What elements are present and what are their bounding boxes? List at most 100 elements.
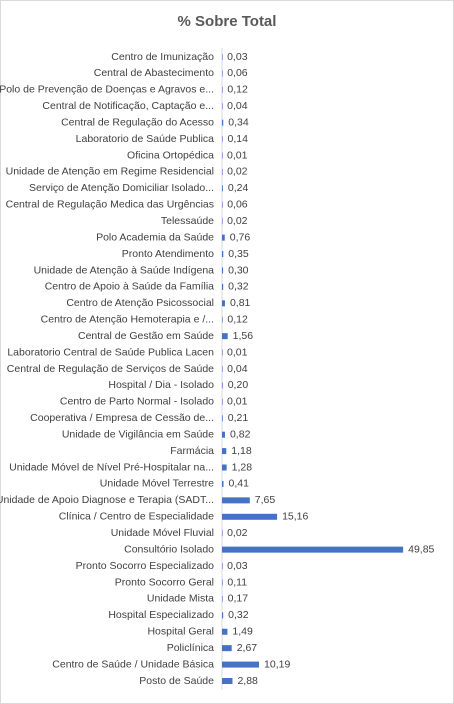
- y-tick-label: Pronto Atendimento: [122, 248, 214, 260]
- y-tick-label: Central de Regulação de Serviços de Saúd…: [7, 363, 214, 375]
- bar: [222, 448, 227, 455]
- bar: [222, 119, 224, 126]
- value-label: 0,21: [228, 412, 249, 424]
- bar: [222, 415, 223, 422]
- value-label: 10,19: [264, 658, 290, 670]
- value-label: 0,11: [227, 576, 247, 588]
- bar: [222, 283, 224, 290]
- bar: [222, 54, 223, 60]
- bar: [222, 612, 224, 619]
- bar: [222, 349, 223, 356]
- y-tick-label: Hospital Geral: [147, 626, 214, 638]
- bar: [222, 661, 260, 668]
- y-tick-label: Serviço de Atenção Domiciliar Isolado...: [29, 182, 214, 194]
- y-tick-label: Unidade de Atenção em Regime Residencial: [6, 166, 214, 178]
- bar: [222, 168, 223, 175]
- y-tick-label: Centro de Atenção Hemoterapia e /...: [41, 314, 214, 326]
- bar: [222, 398, 223, 405]
- y-tick-label: Central de Notificação, Captação e...: [42, 100, 214, 112]
- value-label: 0,76: [230, 231, 251, 243]
- y-tick-label: Pronto Socorro Geral: [115, 576, 214, 588]
- bar: [222, 86, 223, 93]
- bar: [222, 300, 225, 307]
- y-tick-label: Centro de Apoio à Saúde da Família: [45, 281, 214, 293]
- value-label: 0,14: [228, 133, 249, 145]
- value-label: 2,88: [237, 675, 258, 687]
- value-label: 0,04: [227, 100, 248, 112]
- bar: [222, 678, 233, 684]
- bar: [222, 645, 232, 652]
- y-tick-label: Consultório Isolado: [124, 543, 214, 555]
- value-label: 0,12: [227, 314, 248, 326]
- value-label: 0,04: [227, 363, 248, 375]
- y-tick-label: Central de Abastecimento: [94, 67, 214, 79]
- bar: [222, 152, 223, 159]
- y-tick-label: Clínica / Centro de Especialidade: [59, 511, 214, 523]
- y-tick-label: Unidade Móvel Fluvial: [111, 527, 214, 539]
- y-tick-label: Telessaúde: [161, 215, 214, 227]
- value-label: 0,17: [228, 593, 249, 605]
- value-label: 0,20: [228, 379, 249, 391]
- y-tick-label: Unidade Móvel de Nível Pré-Hospitalar na…: [9, 461, 214, 473]
- value-label: 7,65: [255, 494, 276, 506]
- value-label: 0,35: [228, 248, 249, 260]
- value-label: 0,02: [227, 215, 248, 227]
- value-label: 1,49: [232, 626, 253, 638]
- value-label: 1,18: [231, 445, 252, 457]
- value-label: 0,30: [228, 264, 249, 276]
- value-label: 0,06: [227, 67, 248, 79]
- y-tick-label: Unidade de Apoio Diagnose e Terapia (SAD…: [0, 494, 214, 506]
- y-tick-label: Laboratorio de Saúde Publica: [76, 133, 215, 145]
- y-tick-label: Polo de Prevenção de Doenças e Agravos e…: [0, 84, 214, 96]
- bar: [222, 218, 223, 225]
- value-label: 0,06: [227, 199, 248, 211]
- y-tick-label: Centro de Parto Normal - Isolado: [60, 396, 214, 408]
- y-tick-label: Centro de Saúde / Unidade Básica: [52, 658, 214, 670]
- y-tick-label: Unidade Mista: [147, 593, 214, 605]
- y-tick-label: Central de Regulação Medica das Urgência…: [6, 199, 214, 211]
- value-label: 0,34: [228, 116, 249, 128]
- bar: [222, 366, 223, 372]
- y-tick-label: Policlínica: [167, 642, 214, 654]
- value-label: 0,01: [227, 149, 248, 161]
- value-label: 2,67: [237, 642, 258, 654]
- value-label: 1,56: [233, 330, 254, 342]
- bar: [222, 70, 223, 77]
- y-tick-label: Laboratorio Central de Saúde Publica Lac…: [7, 346, 214, 358]
- bar: [222, 333, 228, 340]
- value-label: 0,32: [228, 281, 249, 293]
- bar: [222, 513, 278, 520]
- y-tick-label: Unidade de Atenção à Saúde Indígena: [34, 264, 215, 276]
- y-tick-label: Oficina Ortopédica: [127, 149, 214, 161]
- value-label: 0,03: [227, 560, 248, 572]
- bar: [222, 251, 224, 258]
- bar: [222, 185, 223, 192]
- value-label: 0,12: [227, 84, 248, 96]
- bar: [222, 595, 223, 602]
- bar: [222, 563, 223, 570]
- value-label: 0,02: [227, 527, 248, 539]
- y-tick-label: Hospital Especializado: [108, 609, 214, 621]
- bar: [222, 628, 228, 635]
- bar: [222, 546, 404, 553]
- y-tick-label: Unidade Móvel Terrestre: [100, 478, 214, 490]
- value-label: 1,28: [232, 461, 253, 473]
- value-label: 0,32: [228, 609, 249, 621]
- bar: [222, 201, 223, 208]
- value-label: 0,82: [230, 428, 251, 440]
- bar: [222, 530, 223, 537]
- bar: [222, 480, 224, 487]
- bar: [222, 579, 223, 586]
- value-label: 0,03: [227, 51, 248, 63]
- y-tick-label: Centro de Atenção Psicossocial: [66, 297, 214, 309]
- value-label: 0,41: [228, 478, 249, 490]
- y-tick-label: Centro de Imunização: [111, 51, 214, 63]
- bar: [222, 103, 223, 110]
- y-tick-label: Hospital / Dia - Isolado: [108, 379, 214, 391]
- bar: [222, 431, 225, 438]
- bar: [222, 382, 223, 389]
- value-label: 49,85: [408, 543, 434, 555]
- y-tick-label: Pronto Socorro Especializado: [76, 560, 214, 572]
